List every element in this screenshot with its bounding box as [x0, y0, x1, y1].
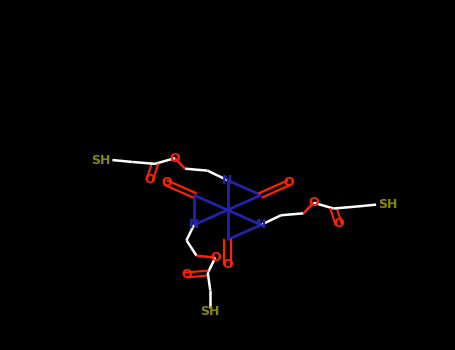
Text: O: O — [283, 176, 294, 189]
Text: N: N — [256, 218, 266, 231]
Text: SH: SH — [201, 304, 220, 318]
Text: SH: SH — [379, 198, 398, 211]
Text: N: N — [189, 218, 199, 231]
Text: O: O — [170, 152, 180, 164]
Text: SH: SH — [91, 154, 110, 167]
Text: O: O — [161, 176, 172, 189]
Text: O: O — [333, 217, 344, 230]
Text: N: N — [222, 174, 233, 187]
Text: O: O — [181, 268, 192, 281]
Text: O: O — [308, 196, 319, 209]
Text: O: O — [222, 258, 233, 271]
Text: O: O — [145, 173, 155, 186]
Text: O: O — [210, 251, 221, 264]
